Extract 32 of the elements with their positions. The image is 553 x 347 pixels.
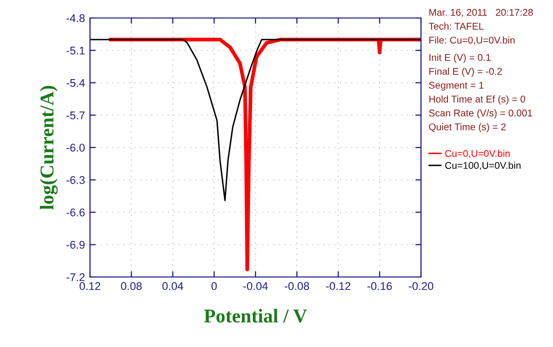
x-tick-label: -0.20 (408, 282, 434, 290)
text: Hold Time at Ef (s) = 0 (429, 95, 526, 104)
text: Scan Rate (V/s) = 0.001 (429, 109, 532, 118)
text: Quiet Time (s) = 2 (429, 123, 506, 132)
y-tick-label: -5.7 (66, 112, 85, 120)
y-tick-label: -6.9 (66, 240, 85, 249)
x-tick-label: 0.08 (120, 282, 142, 290)
y-tick-label: -7.2 (66, 273, 85, 282)
y-tick-label: -6.6 (66, 208, 85, 216)
x-tick-label: 0.12 (80, 282, 100, 290)
x-tick-label: -0.16 (367, 282, 392, 290)
x-tick-label: -0.12 (326, 282, 350, 290)
text: File: Cu=0,U=0V.bin (429, 36, 515, 45)
text: Segment = 1 (429, 82, 484, 91)
x-tick-label: -0.04 (243, 282, 268, 290)
y-tick-label: -4.8 (66, 14, 85, 22)
y-tick-label: -6.0 (66, 144, 85, 152)
y-tick-label: -5.1 (66, 46, 85, 55)
x-tick-label: 0 (211, 282, 217, 290)
legend-label: Cu=100,U=0V.bin (445, 162, 520, 170)
x-tick-label: -0.08 (284, 282, 310, 290)
text: Final E (V) = -0.2 (429, 68, 502, 77)
y-tick-label: -6.3 (66, 176, 85, 184)
line-series (90, 38, 421, 202)
x-axis-title: Potential / V (204, 308, 307, 323)
y-axis-title: log(Current/A) (40, 86, 58, 210)
text: Init E (V) = 0.1 (429, 54, 491, 63)
text: Mar. 16, 2011 20:17:28 (429, 8, 533, 17)
legend-label: Cu=0,U=0V.bin (445, 150, 510, 158)
text: Tech: TAFEL (428, 22, 484, 30)
x-tick-label: 0.04 (162, 282, 184, 290)
y-tick-label: -5.4 (66, 79, 85, 87)
